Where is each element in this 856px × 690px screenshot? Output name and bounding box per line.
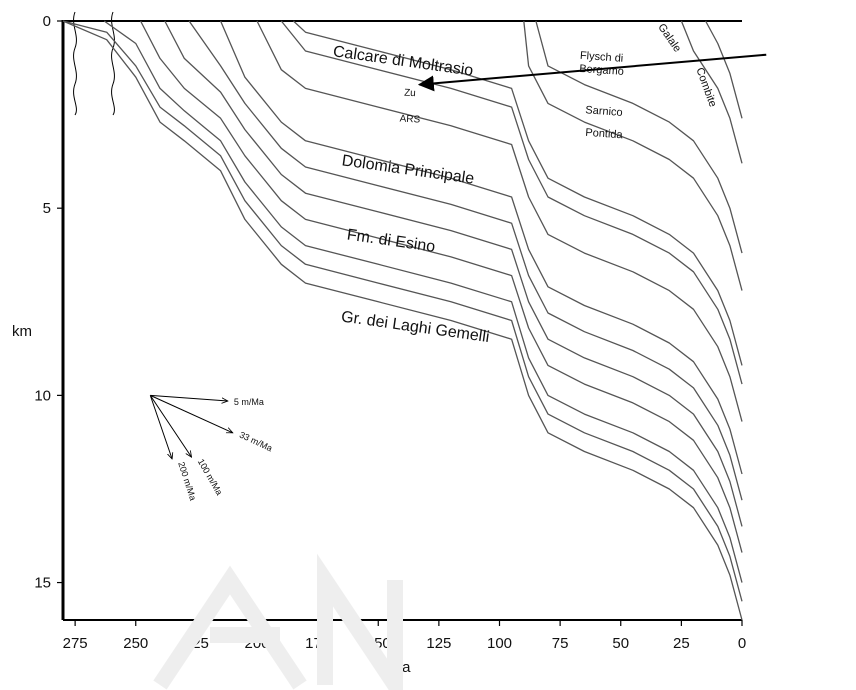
rate-label: 33 m/Ma [238, 430, 274, 454]
formation-label: Combite [693, 66, 718, 109]
rate-label: 100 m/Ma [196, 457, 225, 497]
x-tick-label: 100 [487, 635, 512, 652]
rate-arrow [149, 395, 191, 457]
x-tick-label: 25 [673, 635, 690, 652]
formation-label: Zu [404, 88, 416, 100]
burial-curve-7 [220, 20, 743, 475]
y-tick-label: 10 [34, 387, 51, 404]
formation-label: ARS [399, 114, 420, 126]
burial-curve-3 [103, 20, 743, 583]
x-tick-label: 175 [305, 635, 330, 652]
formation-label: Sarnico [585, 104, 623, 119]
rate-label: 200 m/Ma [176, 461, 198, 502]
formation-label: Galale [655, 22, 683, 55]
formation-label: Bergamo [579, 63, 624, 78]
y-tick-label: 5 [43, 200, 51, 217]
burial-curves [62, 20, 743, 621]
x-tick-label: 275 [63, 635, 88, 652]
burial-curve-6 [188, 20, 743, 501]
x-tick-label: 200 [244, 635, 269, 652]
x-tick-label: 250 [123, 635, 148, 652]
burial-curve-5 [164, 20, 743, 527]
axis-break-right [111, 11, 115, 116]
formation-label: Pontida [585, 127, 624, 142]
burial-curve-10 [292, 20, 743, 366]
burial-curve-1 [62, 20, 743, 621]
burial-curve-13 [680, 20, 743, 164]
x-axis-title: Ma [390, 659, 411, 676]
y-tick-label: 15 [34, 575, 51, 592]
burial-curve-9 [280, 20, 743, 385]
axis-break-left [73, 11, 77, 116]
y-tick-label: 0 [43, 13, 51, 30]
x-tick-label: 50 [612, 635, 629, 652]
formation-label: Fm. di Esino [346, 227, 437, 256]
rate-arrow [149, 395, 172, 459]
burial-curve-8 [256, 20, 743, 422]
formation-label: Gr. dei Laghi Gemelli [340, 308, 490, 346]
burial-curve-2 [62, 20, 743, 602]
axis-break-marks [73, 11, 115, 116]
burial-curve-11 [523, 20, 743, 291]
formation-labels: Calcare di Moltrasio Zu ARS Dolomia Princip… [332, 22, 719, 347]
pointer-arrow [417, 53, 767, 92]
y-axis-title: km [12, 323, 32, 340]
formation-label: Flysch di [579, 50, 623, 65]
rate-label: 5 m/Ma [234, 397, 264, 407]
x-tick-label: 225 [184, 635, 209, 652]
x-tick-label: 150 [366, 635, 391, 652]
x-tick-label: 125 [426, 635, 451, 652]
x-tick-label: 0 [738, 635, 746, 652]
rate-arrow [150, 394, 232, 434]
formation-label: Calcare di Moltrasio [332, 43, 474, 80]
burial-curve-4 [140, 20, 743, 553]
rate-arrow [150, 394, 228, 401]
x-tick-label: 75 [552, 635, 569, 652]
formation-label: Dolomia Principale [341, 152, 476, 187]
